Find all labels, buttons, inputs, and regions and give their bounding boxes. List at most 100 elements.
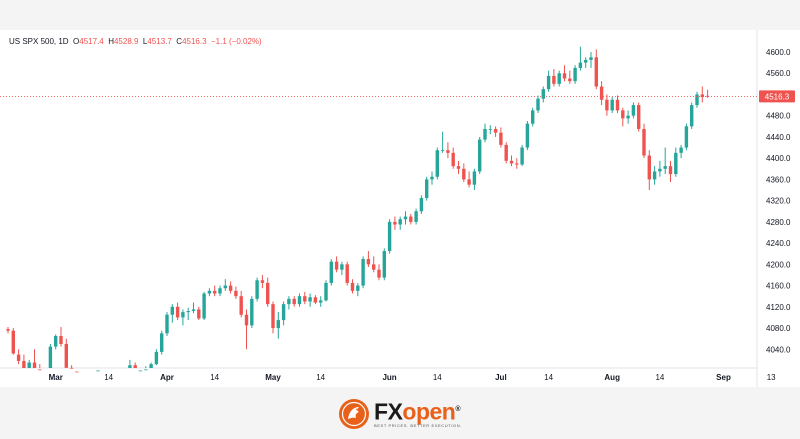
candle-body: [557, 73, 561, 84]
time-tick-label: Apr: [160, 373, 174, 382]
candle-body: [366, 259, 371, 265]
candle-body: [96, 370, 100, 372]
candle: [626, 110, 630, 124]
candle: [170, 304, 174, 323]
candle-body: [345, 264, 349, 283]
candle-body: [22, 360, 26, 368]
candle: [520, 144, 524, 167]
candle-body: [138, 370, 143, 372]
brand-footer: FXopen® BEST PRICES. BETTER EXECUTION.: [0, 388, 800, 439]
low-value: 4513.7: [147, 37, 172, 46]
symbol-label: US SPX 500, 1D: [9, 37, 69, 46]
candle-body: [515, 163, 519, 165]
candle: [361, 256, 365, 289]
candle-body: [276, 320, 280, 329]
candle-body: [133, 365, 137, 368]
candle-body: [154, 351, 159, 365]
candle: [414, 208, 418, 225]
candle: [207, 288, 212, 297]
candle: [239, 290, 243, 318]
candle: [589, 52, 593, 68]
candle-body: [48, 346, 53, 368]
candle-body: [589, 57, 593, 60]
time-tick-label: 14: [210, 373, 219, 382]
candle-body: [191, 309, 196, 312]
candle-body: [695, 94, 699, 106]
candle: [128, 359, 132, 368]
candle-body: [626, 115, 630, 119]
candle: [48, 343, 53, 368]
candle-body: [684, 126, 689, 148]
candle-body: [546, 75, 551, 90]
candle: [578, 46, 583, 71]
candle-body: [451, 152, 455, 167]
time-axis[interactable]: Mar 14 Apr 14 May 14 Jun 14 Jul 14 Aug 14 Sep 13: [49, 373, 777, 382]
candle: [250, 296, 254, 329]
candle: [228, 281, 233, 294]
candle-body: [440, 150, 445, 152]
candle-body: [403, 216, 408, 220]
candle-body: [144, 369, 148, 371]
candle: [536, 95, 540, 114]
candle-body: [186, 311, 190, 313]
candle: [446, 142, 450, 159]
candle-body: [149, 364, 153, 368]
candle: [488, 125, 492, 135]
last-price-label: 4516.3: [765, 92, 790, 101]
price-axis[interactable]: 4040.0 4080.0 4120.0 4160.0 4200.0 4240.0 4280…: [766, 48, 791, 354]
candle: [430, 171, 434, 185]
candle-body: [472, 171, 477, 185]
candle: [387, 219, 392, 254]
candle-body: [54, 335, 58, 347]
candle: [451, 147, 455, 169]
candle: [493, 126, 498, 137]
price-tick-label: 4080.0: [766, 324, 791, 333]
candle-body: [568, 78, 572, 82]
candle: [181, 309, 185, 326]
time-tick-label: 14: [655, 373, 664, 382]
candle: [186, 307, 190, 321]
candle-body: [531, 110, 535, 124]
price-tick-label: 4240.0: [766, 239, 791, 248]
candle: [218, 285, 222, 297]
candle: [462, 163, 466, 183]
candle: [191, 302, 196, 314]
candles-layer: [6, 46, 710, 373]
candle: [329, 259, 333, 286]
fxopen-dragon-icon: [339, 398, 370, 429]
candle: [435, 147, 439, 180]
candle-body: [663, 166, 667, 169]
candle-body: [228, 285, 233, 291]
candle: [568, 70, 572, 84]
candle-body: [292, 298, 296, 305]
candle: [377, 264, 381, 281]
candle: [652, 166, 657, 185]
candle: [32, 349, 37, 368]
candle-body: [213, 290, 217, 294]
price-tick-label: 4120.0: [766, 303, 791, 312]
candle: [340, 261, 344, 275]
candle-body: [382, 251, 386, 278]
candle-body: [372, 264, 376, 270]
registered-mark: ®: [455, 405, 461, 413]
candle-body: [223, 285, 227, 289]
candlestick-chart[interactable]: 4040.0 4080.0 4120.0 4160.0 4200.0 4240.0 4280…: [0, 30, 800, 387]
candle: [27, 359, 31, 368]
brand-name: FXopen®: [374, 399, 462, 423]
candle: [573, 65, 577, 84]
candle-body: [239, 296, 243, 315]
candle-body: [160, 333, 164, 352]
candle-body: [467, 179, 471, 185]
candle: [610, 97, 614, 114]
candle: [403, 211, 408, 225]
candle-body: [637, 105, 641, 129]
candle: [515, 158, 519, 169]
candle: [440, 131, 445, 153]
candle-body: [255, 280, 259, 299]
candle: [69, 365, 74, 369]
time-tick-label: 14: [316, 373, 325, 382]
open-value: 4517.4: [79, 37, 104, 46]
chart-panel[interactable]: 4040.0 4080.0 4120.0 4160.0 4200.0 4240.0 4280…: [0, 30, 800, 387]
candle-body: [478, 139, 482, 172]
candle-body: [361, 259, 365, 286]
